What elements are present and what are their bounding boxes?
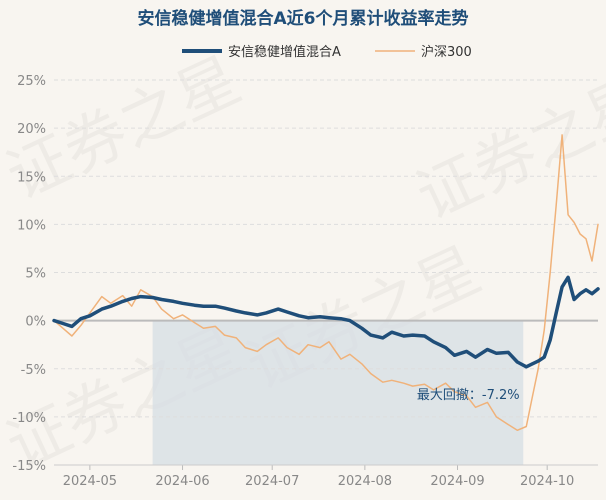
chart-title: 安信稳健增值混合A近6个月累计收益率走势: [138, 8, 469, 29]
y-tick-label: 10%: [17, 218, 46, 233]
y-tick-label: 20%: [17, 122, 46, 137]
y-tick-label: -10%: [12, 411, 46, 426]
x-tick-label: 2024-09: [430, 474, 484, 489]
x-tick-label: 2024-10: [520, 474, 574, 489]
y-tick-label: -15%: [12, 459, 46, 474]
y-axis-ticks: 25% 20% 15% 10% 5% 0% -5% -10% -15%: [12, 74, 46, 474]
x-tick-label: 2024-08: [338, 474, 392, 489]
legend-label-fund: 安信稳健增值混合A: [228, 44, 341, 60]
series-line-fund: [52, 275, 600, 369]
legend-label-index: 沪深300: [421, 44, 472, 60]
legend: 安信稳健增值混合A 沪深300: [182, 44, 472, 60]
x-tick-label: 2024-07: [245, 474, 299, 489]
y-tick-label: 0%: [25, 315, 46, 330]
y-tick-label: -5%: [21, 363, 46, 378]
y-tick-label: 15%: [17, 170, 46, 185]
series-line-index: [53, 134, 599, 432]
max-drawdown-area: [152, 320, 524, 465]
x-axis-ticks: 2024-05 2024-06 2024-07 2024-08 2024-09 2024-…: [63, 465, 574, 489]
series-layer: [52, 134, 600, 432]
grid-lines: [54, 79, 598, 418]
x-tick-label: 2024-06: [155, 474, 209, 489]
y-tick-label: 25%: [17, 74, 46, 89]
watermark-text: 证券之星: [405, 63, 606, 234]
y-tick-label: 5%: [25, 267, 46, 282]
x-tick-label: 2024-05: [63, 474, 117, 489]
max-drawdown-label: 最大回撤：-7.2%: [417, 387, 520, 403]
